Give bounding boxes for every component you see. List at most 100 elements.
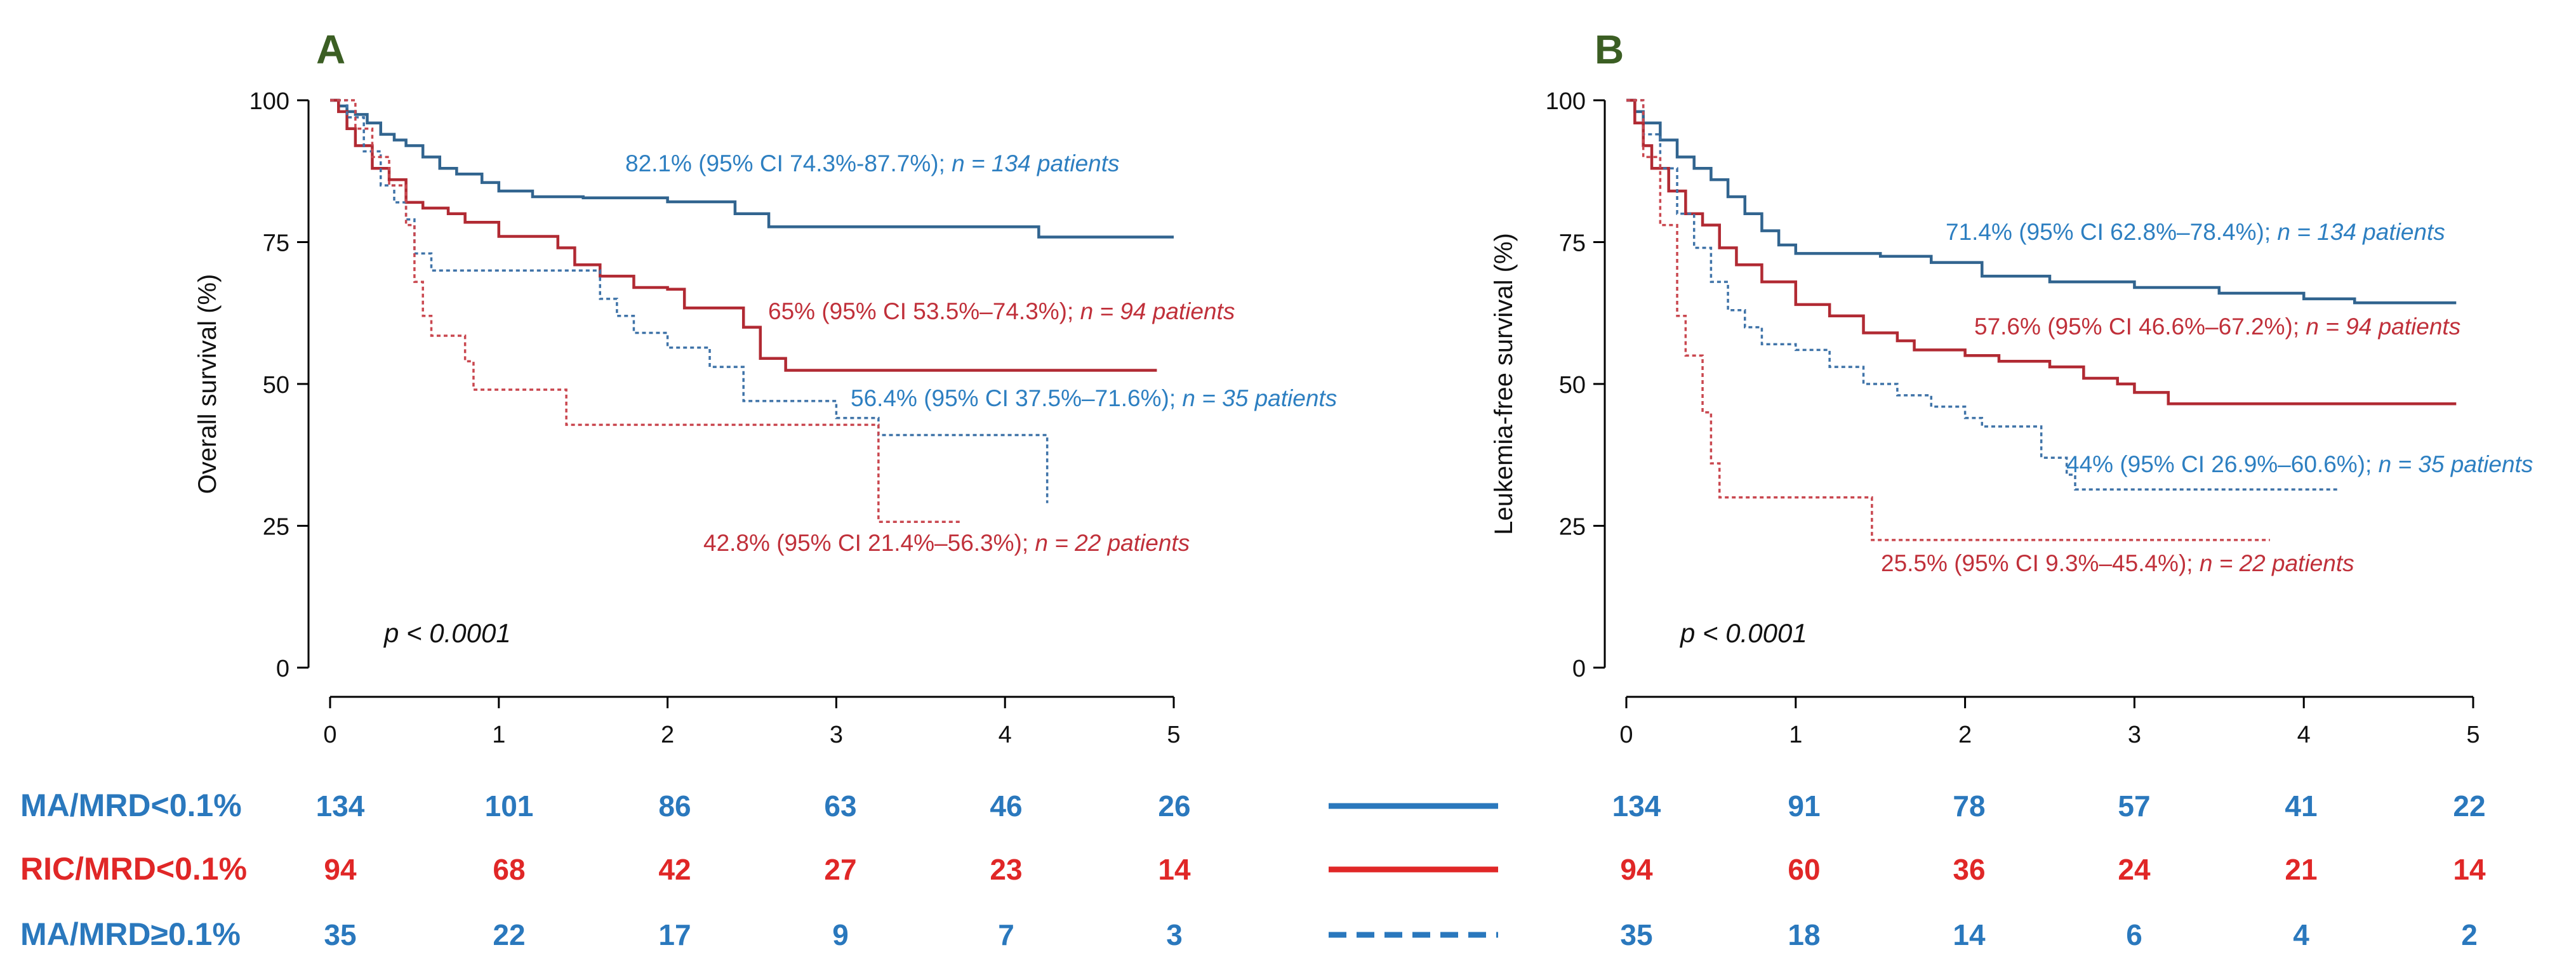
panel-b-series-annotation-2: 57.6% (95% CI 46.6%–67.2%); n = 94 patie… xyxy=(1974,314,2460,340)
panel-a-y-tick-label: 50 xyxy=(263,372,289,399)
panel-a-p-value: p < 0.0001 xyxy=(383,618,511,648)
panel-a-x-tick-label: 2 xyxy=(661,722,674,748)
panel-a-x-tick-label: 1 xyxy=(492,722,505,748)
panel-a-y-tick-label: 75 xyxy=(263,230,289,257)
risk-b-count: 4 xyxy=(2293,918,2309,951)
panel-b-series-annotation-3: 44% (95% CI 26.9%–60.6%); n = 35 patient… xyxy=(2066,451,2533,477)
panel-b-annotation-ci: 44% (95% CI 26.9%–60.6%); xyxy=(2066,451,2379,477)
panel-b-series-line-2 xyxy=(1626,98,2457,406)
panel-a-annotation-ci: 42.8% (95% CI 21.4%–56.3%); xyxy=(703,530,1035,556)
panel-b-annotation-ci: 57.6% (95% CI 46.6%–67.2%); xyxy=(1974,314,2306,340)
panel-a-series-annotation-3: 56.4% (95% CI 37.5%–71.6%); n = 35 patie… xyxy=(851,385,1337,411)
panel-b-x-tick-label: 3 xyxy=(2128,722,2141,748)
risk-b-count: 2 xyxy=(2461,918,2478,951)
risk-b-count: 91 xyxy=(1788,789,1820,822)
risk-b-count: 14 xyxy=(1953,918,1986,951)
risk-b-count: 94 xyxy=(1620,853,1653,886)
panel-b-annotation-n: n = 94 patients xyxy=(2306,314,2460,340)
panel-b-y-tick-label: 50 xyxy=(1559,372,1586,399)
panel-b-y-tick-label: 25 xyxy=(1559,514,1586,541)
risk-b-count: 134 xyxy=(1612,789,1661,822)
panel-b-x-tick-label: 1 xyxy=(1789,722,1802,748)
risk-b-count: 60 xyxy=(1788,853,1820,886)
risk-a-count: 46 xyxy=(990,789,1022,822)
panel-a-series-line-4 xyxy=(330,99,963,523)
panel-b-x-tick-label: 4 xyxy=(2297,722,2311,748)
risk-a-count: 22 xyxy=(493,918,525,951)
risk-a-count: 63 xyxy=(824,789,856,822)
risk-row-label-3: MA/MRD≥0.1% xyxy=(20,916,241,952)
panel-a-y-axis-label: Overall survival (%) xyxy=(194,274,222,494)
risk-b-count: 57 xyxy=(2118,789,2150,822)
risk-a-count: 14 xyxy=(1158,853,1191,886)
panel-b-letter: B xyxy=(1595,27,1624,72)
panel-a-annotation-n: n = 22 patients xyxy=(1035,530,1190,556)
risk-b-count: 14 xyxy=(2453,853,2486,886)
panel-b-x-tick-label: 0 xyxy=(1619,722,1633,748)
risk-b-count: 24 xyxy=(2118,853,2151,886)
panel-b-series-annotation-1: 71.4% (95% CI 62.8%–78.4%); n = 134 pati… xyxy=(1946,219,2445,245)
panel-a-series-line-1 xyxy=(330,98,1174,239)
risk-a-count: 86 xyxy=(658,789,691,822)
panel-a-annotation-n: n = 134 patients xyxy=(952,150,1119,176)
panel-b-annotation-n: n = 134 patients xyxy=(2277,219,2445,245)
panel-b-annotation-ci: 71.4% (95% CI 62.8%–78.4%); xyxy=(1946,219,2277,245)
risk-a-count: 27 xyxy=(824,853,856,886)
panel-a-x-tick-label: 5 xyxy=(1167,722,1180,748)
panel-b-annotation-n: n = 35 patients xyxy=(2379,451,2533,477)
risk-a-count: 35 xyxy=(324,918,356,951)
panel-a-series-annotation-2: 65% (95% CI 53.5%–74.3%); n = 94 patient… xyxy=(768,298,1235,324)
risk-a-count: 42 xyxy=(658,853,691,886)
panel-a-y-tick-label: 25 xyxy=(263,514,289,541)
risk-a-count: 134 xyxy=(316,789,365,822)
panel-a-x-tick-label: 4 xyxy=(999,722,1012,748)
panel-a-series-line-2 xyxy=(330,98,1157,372)
panel-a-annotation-n: n = 35 patients xyxy=(1182,385,1337,411)
panel-b-series-line-4 xyxy=(1626,99,2270,541)
risk-a-count: 3 xyxy=(1166,918,1183,951)
risk-b-count: 36 xyxy=(1953,853,1985,886)
panel-a-annotation-ci: 82.1% (95% CI 74.3%-87.7%); xyxy=(625,150,952,176)
risk-b-count: 6 xyxy=(2126,918,2142,951)
risk-a-count: 26 xyxy=(1158,789,1190,822)
risk-b-count: 22 xyxy=(2453,789,2485,822)
panel-a-x-tick-label: 0 xyxy=(323,722,336,748)
risk-b-count: 21 xyxy=(2285,853,2317,886)
risk-a-count: 9 xyxy=(832,918,849,951)
risk-row-label-1: MA/MRD<0.1% xyxy=(20,788,242,823)
panel-b-y-axis-label: Leukemia-free survival (%) xyxy=(1490,233,1518,535)
panel-b-series-annotation-4: 25.5% (95% CI 9.3%–45.4%); n = 22 patien… xyxy=(1881,550,2354,576)
risk-a-count: 101 xyxy=(485,789,534,822)
panel-a-x-tick-label: 3 xyxy=(830,722,843,748)
panel-b-x-tick-label: 2 xyxy=(1958,722,1972,748)
risk-a-count: 68 xyxy=(493,853,525,886)
panel-b-y-tick-label: 0 xyxy=(1572,656,1586,682)
panel-b-annotation-ci: 25.5% (95% CI 9.3%–45.4%); xyxy=(1881,550,2200,576)
risk-b-count: 78 xyxy=(1953,789,1985,822)
panel-a-y-tick-label: 0 xyxy=(276,656,289,682)
risk-a-count: 7 xyxy=(998,918,1014,951)
panel-b-series-line-1 xyxy=(1626,98,2457,305)
panel-b-y-tick-label: 75 xyxy=(1559,230,1586,257)
panel-b-annotation-n: n = 22 patients xyxy=(2200,550,2354,576)
panel-a-letter: A xyxy=(316,27,345,72)
panel-a-series-annotation-1: 82.1% (95% CI 74.3%-87.7%); n = 134 pati… xyxy=(625,150,1120,176)
panel-b-y-tick-label: 100 xyxy=(1546,88,1586,115)
panel-b-series-line-3 xyxy=(1626,99,2338,491)
panel-a-annotation-ci: 65% (95% CI 53.5%–74.3%); xyxy=(768,298,1080,324)
panel-a-y-tick-label: 100 xyxy=(249,88,289,115)
risk-a-count: 94 xyxy=(324,853,357,886)
risk-b-count: 41 xyxy=(2285,789,2317,822)
risk-b-count: 18 xyxy=(1788,918,1820,951)
panel-a-annotation-ci: 56.4% (95% CI 37.5%–71.6%); xyxy=(851,385,1182,411)
panel-a-series-annotation-4: 42.8% (95% CI 21.4%–56.3%); n = 22 patie… xyxy=(703,530,1190,556)
risk-b-count: 35 xyxy=(1620,918,1652,951)
risk-a-count: 23 xyxy=(990,853,1022,886)
panel-b-x-tick-label: 5 xyxy=(2466,722,2480,748)
panel-a-annotation-n: n = 94 patients xyxy=(1080,298,1235,324)
panel-a-series-line-3 xyxy=(330,99,1049,503)
risk-a-count: 17 xyxy=(658,918,691,951)
risk-row-label-2: RIC/MRD<0.1% xyxy=(20,851,247,887)
panel-b-p-value: p < 0.0001 xyxy=(1679,618,1807,648)
